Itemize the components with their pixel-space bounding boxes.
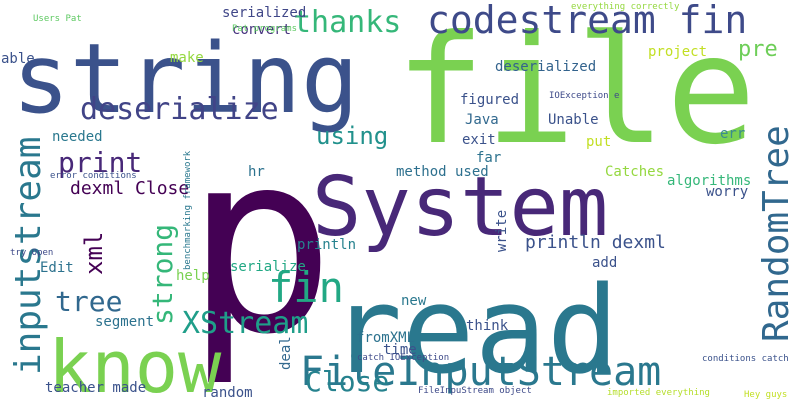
word-1: p <box>185 98 336 389</box>
word-64: catch IOException <box>357 353 449 363</box>
word-10: RandomTree <box>756 125 797 342</box>
word-14: Close <box>305 365 389 398</box>
word-21: pre <box>738 37 778 62</box>
word-65: FileInpuStream object <box>418 386 532 396</box>
word-30: exit <box>462 132 496 148</box>
word-25: convert <box>232 22 291 38</box>
word-16: print <box>58 146 142 179</box>
word-62: benchmarking framework <box>183 150 193 270</box>
word-3: read <box>330 262 619 400</box>
word-57: Users Pat <box>33 14 82 24</box>
word-12: XStream <box>182 306 308 341</box>
word-36: err <box>720 126 745 142</box>
word-67: conditions catch <box>702 354 789 364</box>
word-20: xml <box>80 232 108 275</box>
word-13: thanks <box>293 5 401 40</box>
word-40: worry <box>706 184 748 200</box>
word-17: strong <box>146 224 179 325</box>
word-38: Catches <box>605 164 664 180</box>
word-41: hr <box>248 164 265 180</box>
word-37: method used <box>396 164 489 180</box>
word-19: using <box>316 122 388 150</box>
word-52: time <box>383 342 417 358</box>
word-8: FileInputStream <box>300 349 661 395</box>
word-29: Unable <box>548 112 599 128</box>
word-39: algorithms <box>667 173 751 189</box>
word-50: think <box>466 318 509 334</box>
word-56: able <box>1 51 35 67</box>
word-31: far <box>476 150 501 166</box>
word-61: error conditions <box>50 171 137 181</box>
word-23: println dexml <box>525 232 666 253</box>
word-49: new <box>401 293 427 309</box>
word-63: try Open <box>10 248 53 258</box>
word-18: tree <box>55 285 122 318</box>
word-7: codestream fin <box>427 0 747 42</box>
word-15: fin <box>268 263 344 312</box>
word-35: put <box>586 134 611 150</box>
word-6: know <box>48 325 222 400</box>
word-54: teacher made <box>45 380 146 396</box>
word-34: project <box>648 44 707 60</box>
word-44: write <box>494 210 510 252</box>
word-55: random <box>202 385 253 400</box>
word-22: dexml Close <box>70 178 189 199</box>
word-26: deserialized <box>495 59 596 75</box>
word-9: inputstream <box>8 137 49 375</box>
word-59: everything correctly <box>571 2 680 12</box>
word-4: string <box>12 23 359 135</box>
word-11: deserialize <box>80 92 279 127</box>
word-24: serialized <box>222 5 306 21</box>
word-68: Hey guys <box>744 390 787 400</box>
word-60: IOException e <box>549 91 619 101</box>
word-5: System <box>312 160 608 255</box>
word-28: Java <box>465 112 499 128</box>
word-58: Pat programs <box>232 24 297 34</box>
word-2: file <box>395 4 756 178</box>
word-66: imported everything <box>607 388 710 398</box>
word-51: fromXML <box>356 330 415 346</box>
word-42: println <box>297 237 356 253</box>
word-45: add <box>592 255 617 271</box>
word-27: figured <box>460 92 519 108</box>
word-43: serialize <box>230 259 306 275</box>
word-46: help <box>176 268 210 284</box>
word-53: deal <box>278 336 294 370</box>
word-48: segment <box>95 314 154 330</box>
word-33: make <box>170 50 204 66</box>
word-32: needed <box>52 129 103 145</box>
word-47: Edit <box>40 260 74 276</box>
